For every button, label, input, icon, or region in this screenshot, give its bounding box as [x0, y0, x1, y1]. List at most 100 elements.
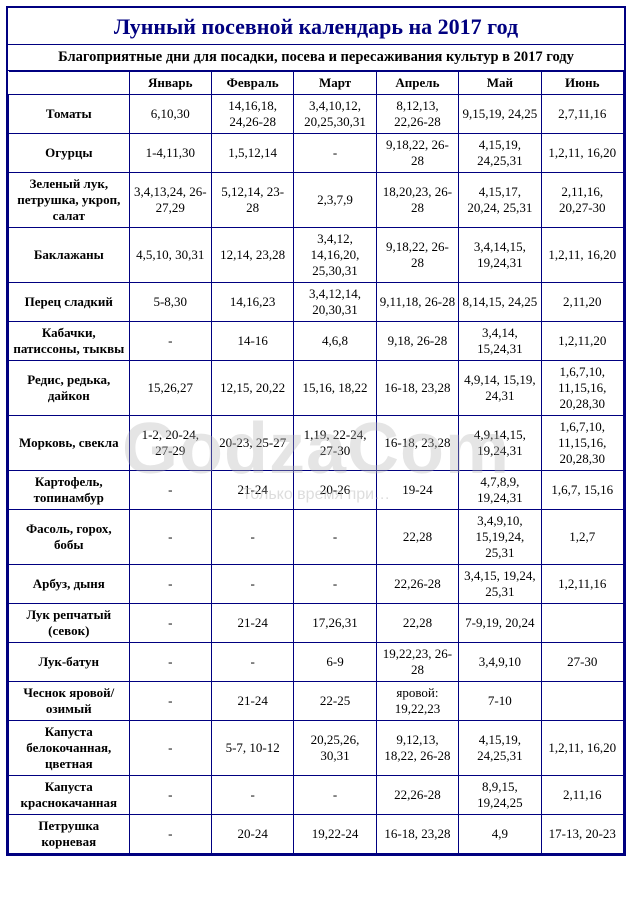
date-cell: 1,2,7 — [541, 510, 623, 565]
crop-name-cell: Редис, редька, дайкон — [9, 361, 130, 416]
table-row: Капуста белокочанная, цветная-5-7, 10-12… — [9, 721, 624, 776]
date-cell: 8,9,15, 19,24,25 — [459, 776, 541, 815]
table-row: Петрушка корневая-20-2419,22-2416-18, 23… — [9, 815, 624, 854]
date-cell: 19,22-24 — [294, 815, 376, 854]
date-cell: 4,15,19, 24,25,31 — [459, 134, 541, 173]
crop-name-cell: Огурцы — [9, 134, 130, 173]
page-subtitle: Благоприятные дни для посадки, посева и … — [8, 45, 624, 71]
date-cell: 1,19, 22-24, 27-30 — [294, 416, 376, 471]
date-cell: 14,16,23 — [211, 283, 293, 322]
date-cell: 1,2,11, 16,20 — [541, 134, 623, 173]
date-cell: 1,6,7, 15,16 — [541, 471, 623, 510]
date-cell: - — [129, 721, 211, 776]
table-row: Огурцы1-4,11,301,5,12,14-9,18,22, 26-284… — [9, 134, 624, 173]
date-cell: 7-9,19, 20,24 — [459, 604, 541, 643]
date-cell: 1,2,11, 16,20 — [541, 228, 623, 283]
date-cell: - — [129, 322, 211, 361]
date-cell: - — [211, 565, 293, 604]
table-row: Кабачки, патиссоны, тыквы-14-164,6,89,18… — [9, 322, 624, 361]
date-cell: 3,4,14,15, 19,24,31 — [459, 228, 541, 283]
date-cell: 3,4,10,12, 20,25,30,31 — [294, 95, 376, 134]
date-cell: 21-24 — [211, 604, 293, 643]
date-cell: 9,18, 26-28 — [376, 322, 458, 361]
date-cell — [541, 604, 623, 643]
table-row: Томаты6,10,3014,16,18, 24,26-283,4,10,12… — [9, 95, 624, 134]
date-cell: - — [129, 510, 211, 565]
date-cell: 2,11,16, 20,27-30 — [541, 173, 623, 228]
date-cell: 1,6,7,10, 11,15,16, 20,28,30 — [541, 416, 623, 471]
date-cell: 16-18, 23,28 — [376, 815, 458, 854]
date-cell: - — [129, 471, 211, 510]
date-cell: 22,28 — [376, 604, 458, 643]
date-cell: 2,11,20 — [541, 283, 623, 322]
date-cell: 3,4,14, 15,24,31 — [459, 322, 541, 361]
date-cell: - — [294, 565, 376, 604]
date-cell: 15,16, 18,22 — [294, 361, 376, 416]
date-cell: 4,9 — [459, 815, 541, 854]
date-cell: 22,28 — [376, 510, 458, 565]
date-cell: 7-10 — [459, 682, 541, 721]
date-cell: 21-24 — [211, 471, 293, 510]
table-row: Лук-батун--6-919,22,23, 26-283,4,9,1027-… — [9, 643, 624, 682]
table-row: Баклажаны4,5,10, 30,3112,14, 23,283,4,12… — [9, 228, 624, 283]
crop-name-cell: Кабачки, патиссоны, тыквы — [9, 322, 130, 361]
date-cell: - — [211, 510, 293, 565]
date-cell: - — [129, 643, 211, 682]
date-cell: 21-24 — [211, 682, 293, 721]
date-cell: 1,2,11,16 — [541, 565, 623, 604]
date-cell: 9,12,13, 18,22, 26-28 — [376, 721, 458, 776]
header-month: Июнь — [541, 72, 623, 95]
crop-name-cell: Томаты — [9, 95, 130, 134]
table-row: Редис, редька, дайкон15,26,2712,15, 20,2… — [9, 361, 624, 416]
date-cell: - — [129, 815, 211, 854]
crop-name-cell: Капуста краснокачанная — [9, 776, 130, 815]
crop-name-cell: Капуста белокочанная, цветная — [9, 721, 130, 776]
crop-name-cell: Петрушка корневая — [9, 815, 130, 854]
crop-name-cell: Арбуз, дыня — [9, 565, 130, 604]
date-cell: 1,5,12,14 — [211, 134, 293, 173]
date-cell: яровой: 19,22,23 — [376, 682, 458, 721]
date-cell: 3,4,9,10 — [459, 643, 541, 682]
header-month: Январь — [129, 72, 211, 95]
crop-name-cell: Перец сладкий — [9, 283, 130, 322]
table-row: Арбуз, дыня---22,26-283,4,15, 19,24, 25,… — [9, 565, 624, 604]
crop-name-cell: Зеленый лук, петрушка, укроп, салат — [9, 173, 130, 228]
date-cell: 20-24 — [211, 815, 293, 854]
date-cell: - — [129, 776, 211, 815]
table-row: Фасоль, горох, бобы---22,283,4,9,10, 15,… — [9, 510, 624, 565]
date-cell — [541, 682, 623, 721]
header-month: Февраль — [211, 72, 293, 95]
date-cell: 22-25 — [294, 682, 376, 721]
date-cell: 6-9 — [294, 643, 376, 682]
date-cell: 22,26-28 — [376, 776, 458, 815]
date-cell: 3,4,12,14, 20,30,31 — [294, 283, 376, 322]
date-cell: 16-18, 23,28 — [376, 361, 458, 416]
date-cell: 22,26-28 — [376, 565, 458, 604]
date-cell: - — [211, 776, 293, 815]
date-cell: - — [294, 510, 376, 565]
date-cell: 20-23, 25-27 — [211, 416, 293, 471]
table-row: Чеснок яровой/озимый-21-2422-25яровой: 1… — [9, 682, 624, 721]
date-cell: 1,2,11,20 — [541, 322, 623, 361]
date-cell: 4,15,17, 20,24, 25,31 — [459, 173, 541, 228]
header-month: Май — [459, 72, 541, 95]
header-month: Апрель — [376, 72, 458, 95]
date-cell: 1-4,11,30 — [129, 134, 211, 173]
date-cell: 2,3,7,9 — [294, 173, 376, 228]
date-cell: 15,26,27 — [129, 361, 211, 416]
date-cell: - — [294, 134, 376, 173]
date-cell: 4,9,14,15, 19,24,31 — [459, 416, 541, 471]
date-cell: 4,6,8 — [294, 322, 376, 361]
date-cell: 12,14, 23,28 — [211, 228, 293, 283]
header-month: Март — [294, 72, 376, 95]
table-row: Морковь, свекла1-2, 20-24, 27-2920-23, 2… — [9, 416, 624, 471]
date-cell: 19,22,23, 26-28 — [376, 643, 458, 682]
date-cell: 20,25,26, 30,31 — [294, 721, 376, 776]
header-blank — [9, 72, 130, 95]
date-cell: 16-18, 23,28 — [376, 416, 458, 471]
crop-name-cell: Лук репчатый (севок) — [9, 604, 130, 643]
date-cell: 4,15,19, 24,25,31 — [459, 721, 541, 776]
date-cell: 4,9,14, 15,19, 24,31 — [459, 361, 541, 416]
date-cell: 3,4,12, 14,16,20, 25,30,31 — [294, 228, 376, 283]
planting-calendar-table: Январь Февраль Март Апрель Май Июнь Тома… — [8, 71, 624, 854]
